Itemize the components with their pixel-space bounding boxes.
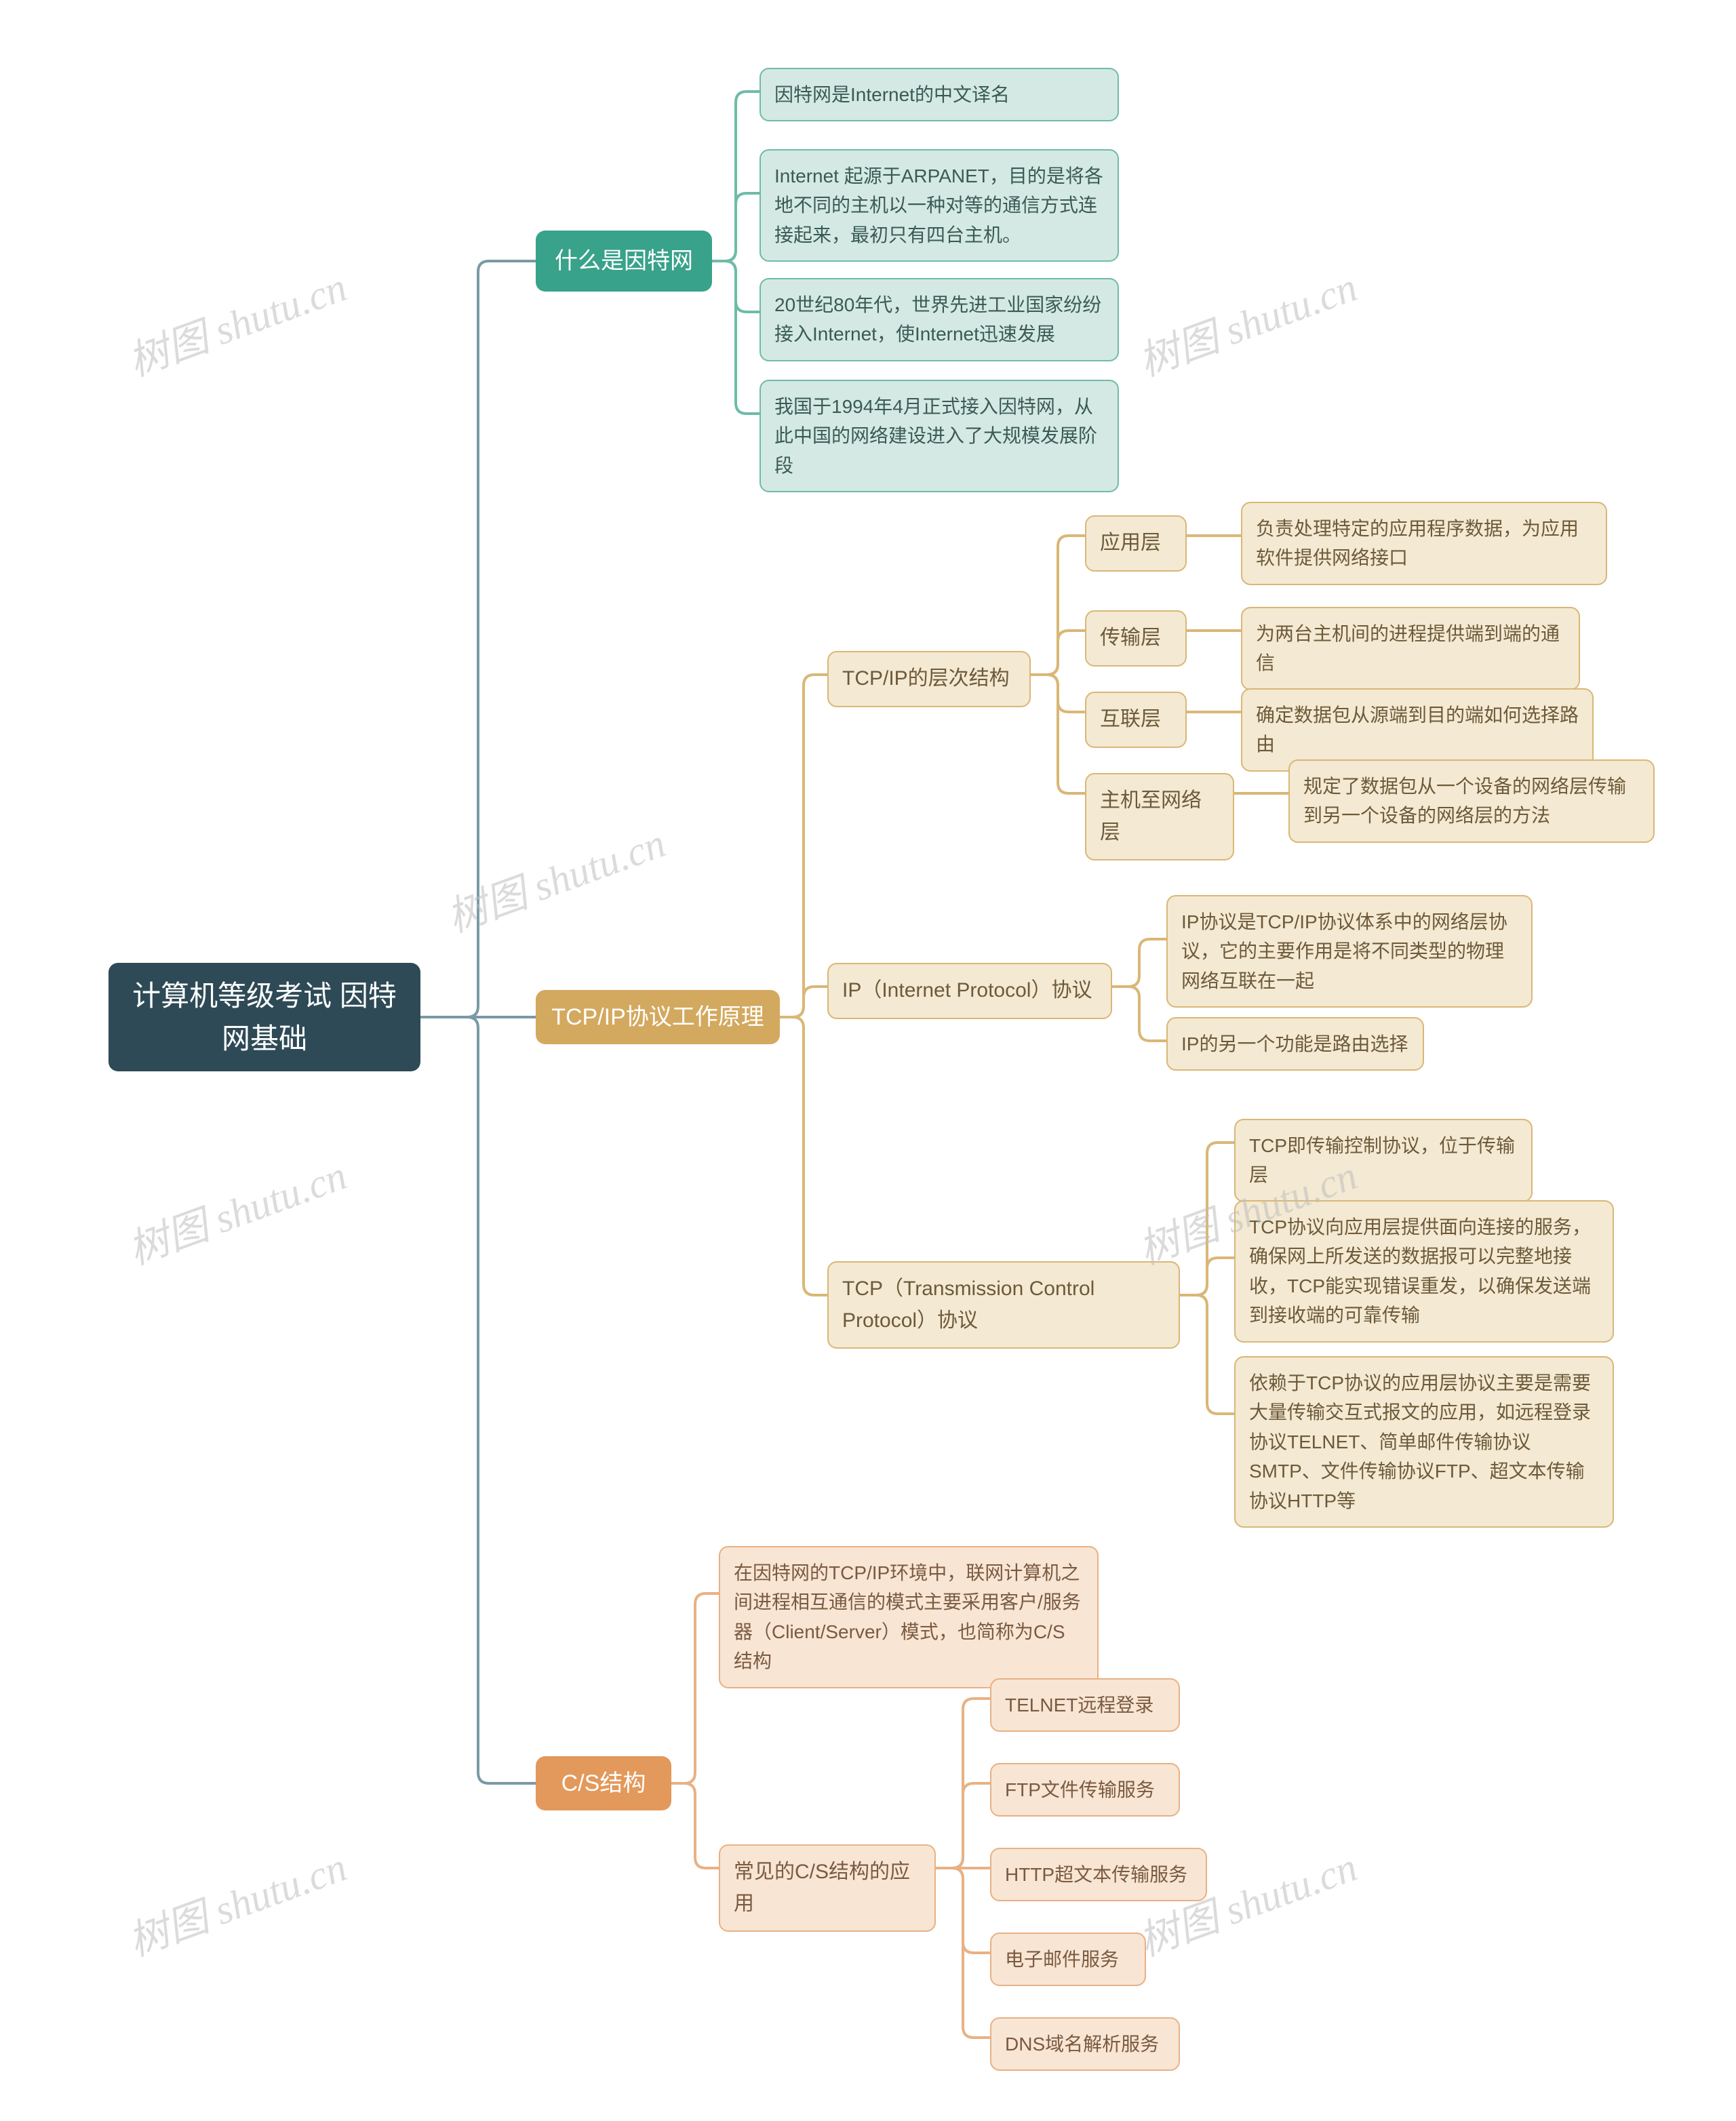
leaf-node: 20世纪80年代，世界先进工业国家纷纷接入Internet，使Internet迅… [760,278,1119,361]
leaf-node: 在因特网的TCP/IP环境中，联网计算机之间进程相互通信的模式主要采用客户/服务… [719,1546,1099,1688]
node-label: IP的另一个功能是路由选择 [1181,1033,1408,1054]
node-label: 20世纪80年代，世界先进工业国家纷纷接入Internet，使Internet迅… [774,294,1101,344]
leaf-node: DNS域名解析服务 [990,2017,1180,2071]
node-label: 常见的C/S结构的应用 [734,1861,910,1915]
watermark: 树图 shutu.cn [1129,254,1364,388]
node-label: TCP协议向应用层提供面向连接的服务，确保网上所发送的数据报可以完整地接收，TC… [1249,1216,1591,1326]
leaf-node: 规定了数据包从一个设备的网络层传输到另一个设备的网络层的方法 [1288,759,1655,843]
leaf-node: HTTP超文本传输服务 [990,1848,1207,1901]
node-label: TCP（Transmission Control Protocol）协议 [842,1277,1094,1332]
leaf-node: 我国于1994年4月正式接入因特网，从此中国的网络建设进入了大规模发展阶段 [760,380,1119,492]
node-label: IP（Internet Protocol）协议 [842,979,1092,1002]
node-label: TCP/IP协议工作原理 [551,1000,764,1035]
sub-node: TCP（Transmission Control Protocol）协议 [827,1261,1180,1349]
sub-node: 应用层 [1085,515,1187,572]
node-label: TCP/IP的层次结构 [842,667,1010,690]
sub-node: 互联层 [1085,692,1187,748]
node-label: 传输层 [1100,627,1161,649]
leaf-node: 因特网是Internet的中文译名 [760,68,1119,121]
root-label: 计算机等级考试 因特网基础 [122,974,407,1060]
watermark: 树图 shutu.cn [119,1834,353,1968]
node-label: 互联层 [1100,708,1161,730]
node-label: 什么是因特网 [555,244,693,279]
node-label: 为两台主机间的进程提供端到端的通信 [1256,623,1560,673]
node-label: C/S结构 [561,1766,646,1801]
sub-node: 主机至网络层 [1085,773,1234,860]
root-node: 计算机等级考试 因特网基础 [108,963,420,1071]
leaf-node: TELNET远程登录 [990,1678,1180,1732]
node-label: IP协议是TCP/IP协议体系中的网络层协议，它的主要作用是将不同类型的物理网络… [1181,911,1507,991]
leaf-node: 为两台主机间的进程提供端到端的通信 [1241,607,1580,690]
leaf-node: Internet 起源于ARPANET，目的是将各地不同的主机以一种对等的通信方… [760,149,1119,262]
node-label: 负责处理特定的应用程序数据，为应用软件提供网络接口 [1256,518,1579,568]
leaf-node: 电子邮件服务 [990,1932,1146,1986]
leaf-node: IP协议是TCP/IP协议体系中的网络层协议，它的主要作用是将不同类型的物理网络… [1166,895,1533,1008]
node-label: 因特网是Internet的中文译名 [774,84,1010,105]
leaf-node: FTP文件传输服务 [990,1763,1180,1817]
leaf-node: 依赖于TCP协议的应用层协议主要是需要大量传输交互式报文的应用，如远程登录协议T… [1234,1356,1614,1528]
node-label: Internet 起源于ARPANET，目的是将各地不同的主机以一种对等的通信方… [774,165,1103,245]
leaf-node: IP的另一个功能是路由选择 [1166,1017,1424,1071]
node-label: 应用层 [1100,532,1161,554]
leaf-node: 负责处理特定的应用程序数据，为应用软件提供网络接口 [1241,502,1607,585]
node-label: TELNET远程登录 [1005,1694,1153,1716]
node-label: 规定了数据包从一个设备的网络层传输到另一个设备的网络层的方法 [1303,776,1626,826]
branch-node: C/S结构 [536,1756,671,1810]
node-label: 电子邮件服务 [1005,1949,1119,1970]
node-label: DNS域名解析服务 [1005,2034,1159,2055]
node-label: 在因特网的TCP/IP环境中，联网计算机之间进程相互通信的模式主要采用客户/服务… [734,1562,1081,1671]
branch-node: TCP/IP协议工作原理 [536,990,780,1044]
node-label: HTTP超文本传输服务 [1005,1864,1187,1885]
watermark: 树图 shutu.cn [119,254,353,388]
node-label: FTP文件传输服务 [1005,1779,1155,1800]
node-label: 确定数据包从源端到目的端如何选择路由 [1256,705,1579,755]
watermark: 树图 shutu.cn [119,1143,353,1276]
node-label: 我国于1994年4月正式接入因特网，从此中国的网络建设进入了大规模发展阶段 [774,396,1097,476]
branch-node: 什么是因特网 [536,231,712,292]
node-label: 依赖于TCP协议的应用层协议主要是需要大量传输交互式报文的应用，如远程登录协议T… [1249,1372,1591,1511]
leaf-node: TCP即传输控制协议，位于传输层 [1234,1119,1533,1202]
sub-node: IP（Internet Protocol）协议 [827,963,1112,1019]
sub-node: 传输层 [1085,610,1187,667]
node-label: 主机至网络层 [1100,789,1202,844]
node-label: TCP即传输控制协议，位于传输层 [1249,1135,1515,1185]
watermark: 树图 shutu.cn [437,810,672,944]
sub-node: TCP/IP的层次结构 [827,651,1031,707]
leaf-node: TCP协议向应用层提供面向连接的服务，确保网上所发送的数据报可以完整地接收，TC… [1234,1200,1614,1343]
sub-node: 常见的C/S结构的应用 [719,1844,936,1932]
